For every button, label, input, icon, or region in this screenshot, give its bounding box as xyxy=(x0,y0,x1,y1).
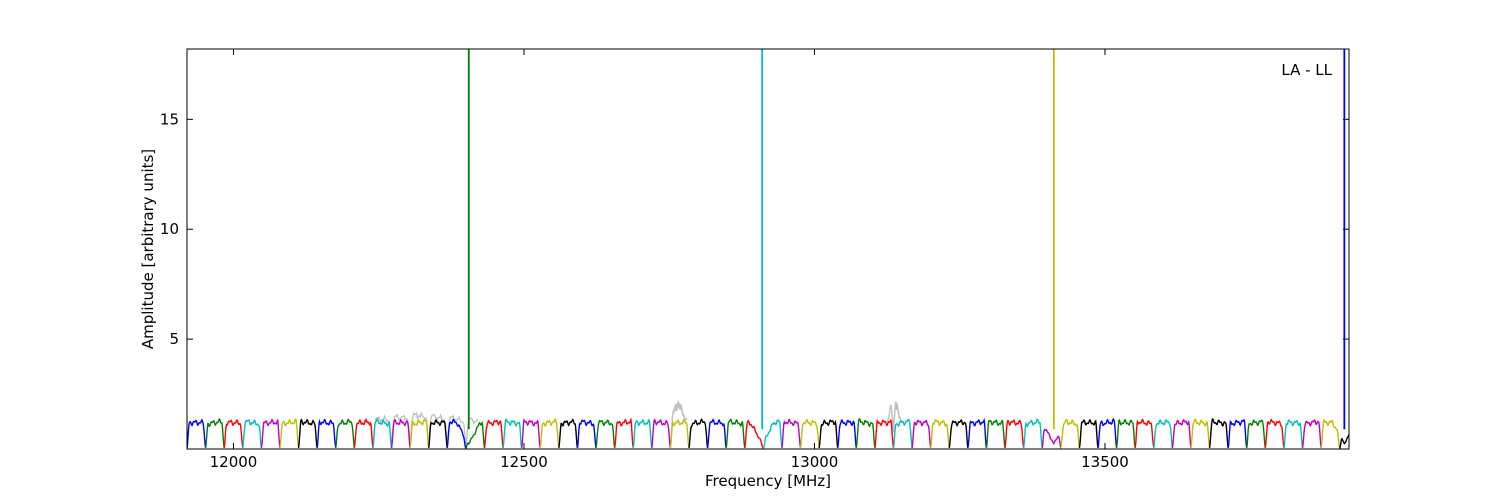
channel-series xyxy=(502,418,523,449)
channel-series xyxy=(929,419,950,448)
channel-series xyxy=(1301,419,1322,449)
x-tick-label: 13500 xyxy=(1081,453,1129,471)
channel-series xyxy=(1283,419,1304,448)
x-axis: 12000 12500 13000 13500 xyxy=(210,49,1129,471)
x-tick-label: 12000 xyxy=(210,453,258,471)
channel-series xyxy=(818,419,839,449)
channel-series xyxy=(260,417,281,449)
channel-series xyxy=(390,418,411,449)
channel-series xyxy=(1264,418,1285,449)
channel-series xyxy=(1171,418,1192,449)
x-axis-label: Frequency [MHz] xyxy=(705,472,831,490)
channel-series xyxy=(428,419,448,449)
channel-series xyxy=(1153,418,1174,448)
channel-series xyxy=(967,417,988,449)
channel-series xyxy=(651,418,672,449)
plot-annotation: LA - LL xyxy=(1281,61,1332,79)
channel-series xyxy=(1097,417,1118,449)
channel-series xyxy=(483,419,504,449)
channel-series xyxy=(725,418,746,449)
channel-series xyxy=(1339,432,1349,449)
channel-series xyxy=(1227,418,1248,449)
channel-series xyxy=(576,419,597,448)
channel-series xyxy=(781,418,802,449)
channel-series xyxy=(669,418,690,449)
channel-series xyxy=(316,418,337,449)
channel-series xyxy=(372,418,393,449)
channel-series xyxy=(539,418,560,448)
channel-series xyxy=(948,419,969,449)
y-tick-label: 15 xyxy=(160,110,179,128)
channel-series xyxy=(595,419,616,448)
channel-series xyxy=(892,418,913,448)
channel-series xyxy=(1246,419,1267,448)
channel-series xyxy=(187,418,207,449)
channel-series xyxy=(1060,418,1081,449)
channel-series xyxy=(1208,417,1229,449)
background-burst xyxy=(886,401,903,433)
channel-series xyxy=(409,419,430,449)
plot-frame xyxy=(186,48,1350,450)
channel-series xyxy=(520,418,541,449)
channel-series xyxy=(1004,419,1025,449)
channel-series xyxy=(1041,428,1062,449)
channel-series xyxy=(446,418,467,449)
channel-series xyxy=(1115,418,1136,449)
y-axis: 5 10 15 xyxy=(160,110,1349,348)
channel-series xyxy=(297,418,318,449)
channel-series xyxy=(242,419,263,448)
channel-series xyxy=(465,420,486,449)
channel-series xyxy=(762,419,783,449)
background-burst xyxy=(360,411,479,447)
channel-series xyxy=(1022,418,1043,449)
channel-series xyxy=(632,418,653,449)
channel-series xyxy=(1078,418,1099,449)
channel-series xyxy=(558,418,579,449)
channel-series xyxy=(279,418,300,449)
channel-series xyxy=(799,418,820,448)
channel-series xyxy=(1134,418,1155,449)
channel-series xyxy=(613,417,634,449)
channel-series xyxy=(911,419,932,449)
channel-series xyxy=(204,417,225,449)
channel-series xyxy=(985,419,1006,449)
y-tick-label: 10 xyxy=(160,220,179,238)
channel-series xyxy=(744,420,764,449)
channel-series xyxy=(223,419,244,448)
channel-series xyxy=(353,418,374,448)
channel-series xyxy=(855,417,876,449)
channel-series xyxy=(1320,418,1341,449)
x-tick-label: 13000 xyxy=(791,453,839,471)
channel-series xyxy=(874,419,895,449)
y-tick-label: 5 xyxy=(169,330,179,348)
channel-series xyxy=(688,418,709,449)
y-axis-label: Amplitude [arbitrary units] xyxy=(139,149,157,349)
channel-series xyxy=(1190,417,1211,449)
series-layer xyxy=(187,49,1349,449)
channel-series xyxy=(837,418,858,449)
x-tick-label: 12500 xyxy=(500,453,548,471)
channel-series xyxy=(335,418,356,448)
channel-series xyxy=(706,418,727,448)
